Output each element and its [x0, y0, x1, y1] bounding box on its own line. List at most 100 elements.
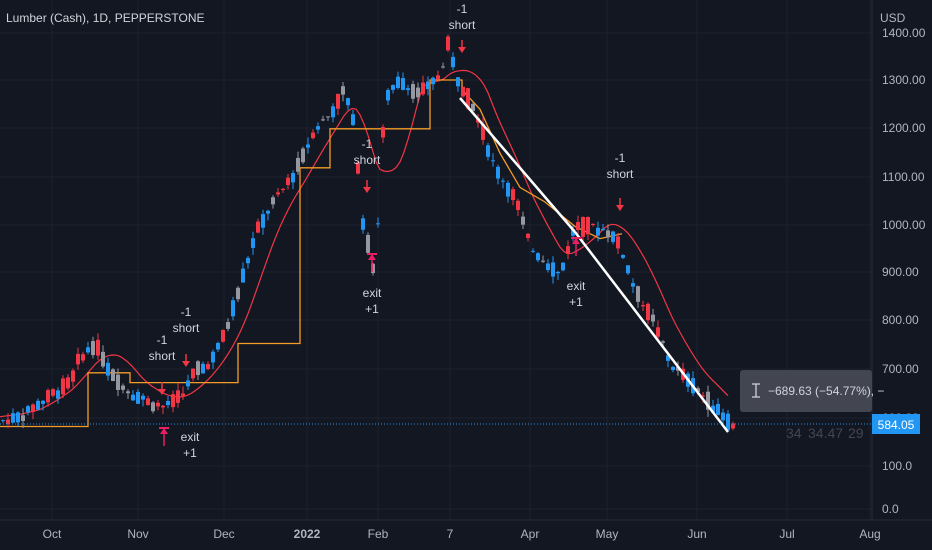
y-tick-label: 1000.00	[882, 218, 926, 232]
candle-body	[676, 366, 680, 371]
candle-body	[56, 390, 60, 399]
candle-body	[206, 364, 210, 370]
candle-body	[256, 221, 260, 233]
candle-body	[136, 391, 140, 404]
candle-body	[111, 369, 115, 382]
signal-label: -1	[181, 305, 192, 319]
candle-body	[171, 394, 175, 408]
candle-body	[6, 419, 10, 424]
faded-value: 29	[848, 425, 864, 441]
signal-arrow	[182, 361, 190, 367]
candle-body	[516, 200, 520, 210]
chart-title: Lumber (Cash), 1D, PEPPERSTONE	[6, 11, 205, 25]
candle-body	[31, 404, 35, 412]
signal-arrow	[458, 47, 466, 53]
candle-body	[286, 177, 290, 186]
candle-body	[381, 127, 385, 138]
candle-body	[16, 412, 20, 423]
x-tick-label: Aug	[859, 527, 880, 541]
candle-body	[581, 217, 585, 237]
candle-body	[241, 268, 245, 283]
candle-body	[81, 354, 85, 361]
y-tick-label: 800.00	[882, 313, 919, 327]
trend-lines[interactable]	[0, 97, 872, 433]
candle-body	[651, 314, 655, 322]
signal-arrow	[616, 205, 624, 211]
candle-body	[176, 390, 180, 403]
candle-body	[461, 86, 465, 97]
y-tick-label: 700.00	[882, 362, 919, 376]
candle-body	[346, 98, 350, 106]
candle-body	[26, 406, 30, 413]
candle-body	[576, 222, 580, 230]
candle-body	[76, 353, 80, 365]
candle-body	[186, 380, 190, 387]
signal-arrow	[368, 254, 376, 260]
candle-body	[661, 341, 665, 343]
candle-body	[611, 231, 615, 242]
candle-body	[496, 166, 500, 179]
y-tick-label: 1400.00	[882, 26, 926, 40]
candles	[1, 34, 735, 433]
candle-body	[331, 106, 335, 118]
y-tick-label: 0.0	[882, 502, 899, 516]
signal-label: exit	[181, 430, 200, 444]
candle-body	[191, 368, 195, 379]
candle-body	[421, 82, 425, 95]
x-tick-label: Feb	[368, 527, 389, 541]
signal-label: +1	[569, 295, 583, 309]
candle-body	[211, 351, 215, 363]
candle-body	[596, 227, 600, 236]
candle-body	[441, 66, 445, 68]
candle-body	[431, 77, 435, 85]
signal-label: short	[354, 153, 381, 167]
candle-body	[621, 255, 625, 258]
last-price-box	[872, 414, 920, 434]
candle-body	[306, 144, 310, 148]
last-price-label: 584.05	[872, 414, 920, 434]
x-tick-label: Oct	[43, 527, 62, 541]
candle-body	[326, 116, 330, 118]
x-tick-label: Apr	[521, 527, 540, 541]
x-tick-label: 2022	[294, 527, 321, 541]
trend-line[interactable]	[459, 97, 576, 233]
candle-body	[731, 423, 735, 429]
candle-body	[11, 413, 15, 423]
signal-label: -1	[362, 137, 373, 151]
candle-body	[666, 355, 670, 361]
candle-body	[311, 132, 315, 139]
candle-body	[86, 347, 90, 353]
candle-body	[336, 93, 340, 109]
x-tick-label: May	[596, 527, 619, 541]
candle-body	[231, 300, 235, 317]
candle-body	[656, 327, 660, 337]
candle-body	[226, 322, 230, 329]
candle-body	[366, 235, 370, 253]
signal-label: short	[149, 349, 176, 363]
candle-body	[466, 88, 470, 109]
candle-body	[21, 415, 25, 421]
candle-body	[371, 263, 375, 274]
time-axis[interactable]: Oct Nov Dec 2022 Feb 7 Apr May Jun Jul Aug	[43, 527, 881, 541]
candle-body	[276, 192, 280, 195]
ma-line-red	[0, 69, 729, 418]
candle-body	[531, 250, 535, 252]
trend-line[interactable]	[574, 231, 729, 433]
step-line-orange	[0, 79, 623, 428]
candle-body	[411, 84, 415, 99]
candle-body	[221, 329, 225, 342]
candle-body	[321, 119, 325, 121]
candle-body	[61, 378, 65, 395]
price-axis[interactable]: 1400.00 1300.00 1200.00 1100.00 1000.00 900.0…	[882, 26, 926, 516]
candle-body	[401, 78, 405, 90]
candle-body	[396, 76, 400, 88]
measure-value: −689.63 (−54.77%), −	[768, 384, 884, 398]
candle-body	[91, 341, 95, 356]
candle-body	[631, 283, 635, 287]
candle-body	[541, 260, 545, 262]
signal-label: +1	[365, 302, 379, 316]
candle-body	[606, 230, 610, 238]
candle-body	[156, 402, 160, 407]
signal-label: -1	[615, 151, 626, 165]
